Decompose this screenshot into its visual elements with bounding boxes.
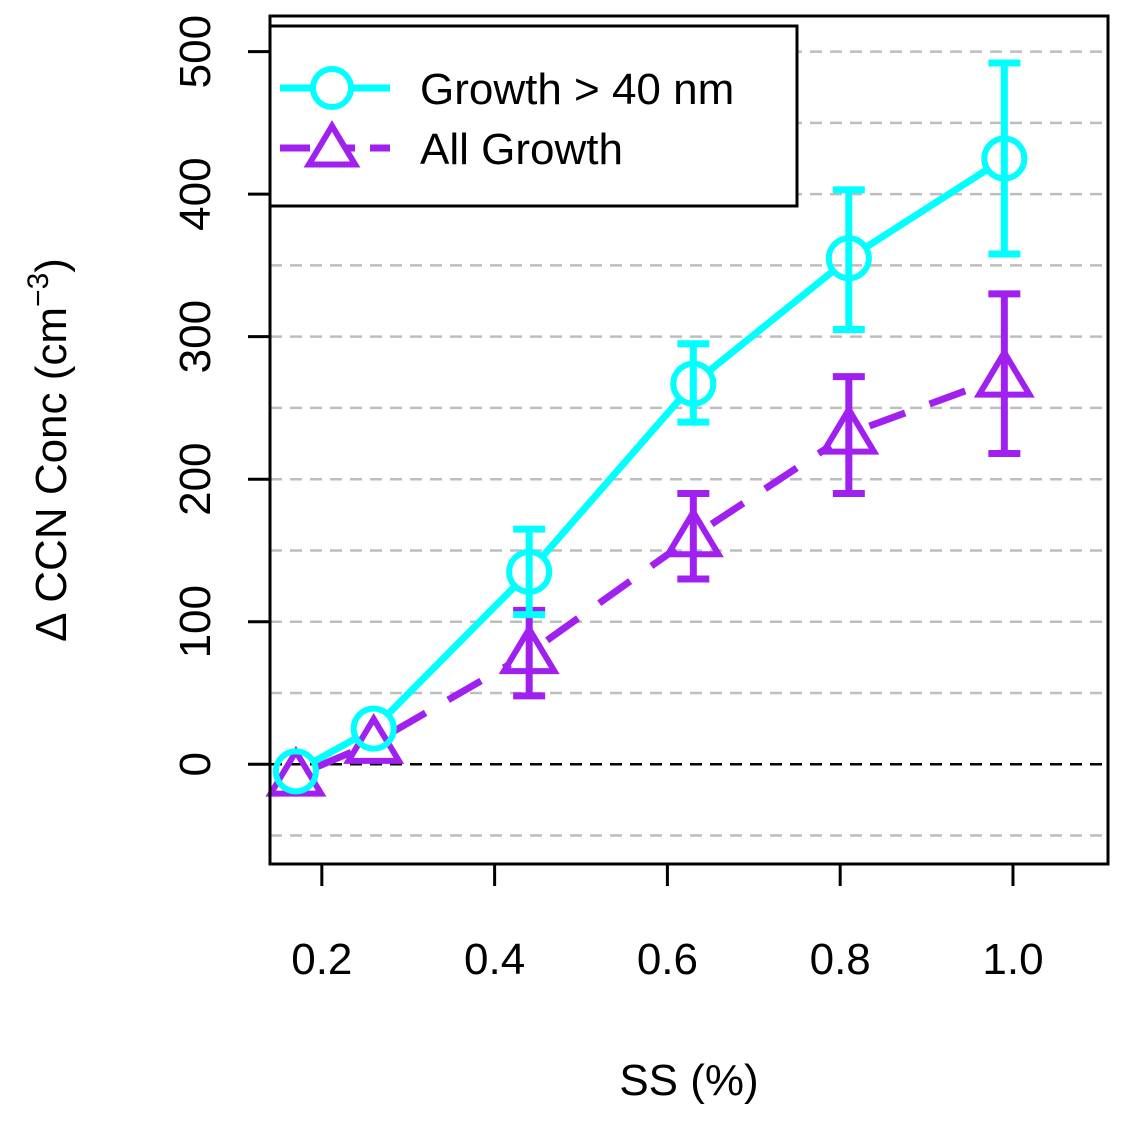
data-point (973, 346, 1035, 398)
x-tick-label: 0.8 (810, 935, 871, 984)
plot-frame (268, 14, 1110, 866)
series-line-segment (541, 397, 682, 558)
x-axis-title: SS (%) (619, 1056, 758, 1105)
y-axis-title-suffix: ) (27, 258, 76, 273)
series-line-segment (386, 584, 517, 716)
y-tick-label: 400 (171, 157, 220, 230)
y-tick-label: 0 (171, 752, 220, 776)
series-line-segment (314, 748, 355, 771)
data-point (350, 705, 397, 752)
data-point (343, 713, 405, 764)
series-line-segment (868, 380, 985, 430)
series-line-segment (390, 661, 512, 735)
y-tick-label: 300 (171, 300, 220, 373)
legend-label: All Growth (420, 125, 623, 174)
series-layer (265, 59, 1035, 797)
data-point (670, 360, 717, 407)
series-1 (265, 290, 1035, 797)
x-tick-label: 0.6 (637, 935, 698, 984)
y-axis: 0 100 200 300 400 500 (171, 15, 270, 776)
data-point (825, 235, 872, 282)
y-tick-label: 200 (171, 442, 220, 515)
legend: Growth > 40 nm All Growth (268, 24, 799, 208)
y-tick-label: 100 (171, 585, 220, 658)
series-0 (272, 59, 1028, 795)
legend-marker (303, 120, 361, 168)
legend-label: Growth > 40 nm (420, 65, 734, 114)
legend-marker (310, 66, 354, 110)
x-tick-label: 0.2 (291, 935, 352, 984)
series-line-segment (545, 546, 678, 644)
data-point (818, 403, 880, 455)
y-axis-title-superscript: −3 (22, 273, 55, 307)
series-line-segment (313, 736, 357, 764)
series-line-segment (708, 269, 834, 373)
data-point (662, 506, 724, 558)
series-line-segment (865, 167, 988, 250)
data-point (272, 748, 319, 795)
y-axis-title: Δ CCN Conc (cm−3) (22, 258, 76, 642)
data-point (506, 548, 553, 595)
x-axis: 0.2 0.4 0.6 0.8 1.0 (291, 864, 1044, 984)
legend-box (268, 24, 799, 208)
y-tick-label: 500 (171, 15, 220, 88)
data-point (498, 623, 560, 675)
x-tick-label: 0.4 (464, 935, 525, 984)
series-line-segment (709, 442, 833, 528)
x-tick-label: 1.0 (982, 935, 1043, 984)
data-point (981, 135, 1028, 182)
y-axis-title-main: Δ CCN Conc (cm (27, 307, 76, 642)
